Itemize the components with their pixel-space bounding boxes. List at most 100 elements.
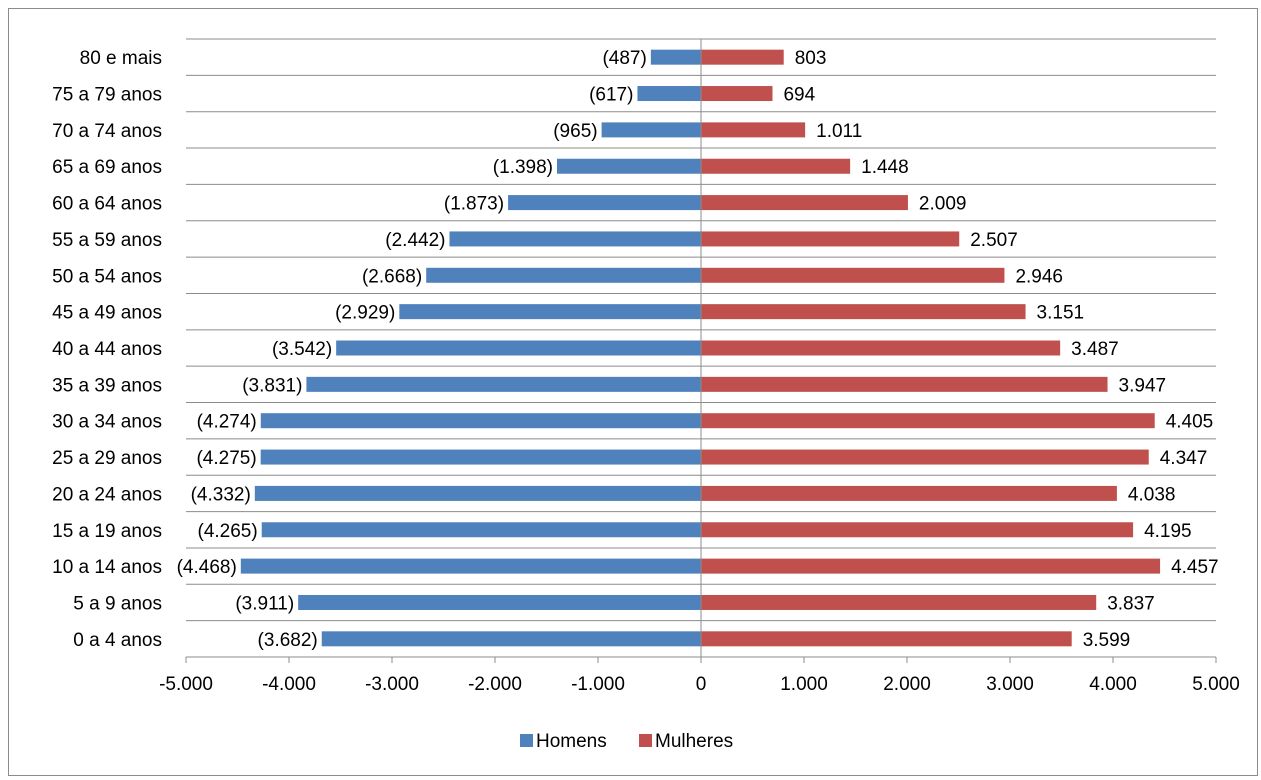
x-tick-label: -2.000 — [468, 674, 522, 695]
x-tick-label: 1.000 — [780, 674, 828, 695]
data-label-homens: (3.682) — [258, 630, 318, 651]
legend-swatch-homens — [520, 734, 533, 747]
category-label: 10 a 14 anos — [52, 557, 162, 578]
data-label-mulheres: 4.038 — [1128, 484, 1176, 505]
bar-homens — [336, 340, 701, 356]
bar-homens — [260, 449, 701, 465]
bar-homens — [601, 122, 701, 138]
bar-homens — [426, 267, 701, 283]
data-label-mulheres: 3.837 — [1107, 593, 1155, 614]
category-label: 35 a 39 anos — [52, 375, 162, 396]
data-label-mulheres: 4.347 — [1160, 448, 1208, 469]
bar-mulheres — [701, 522, 1134, 538]
category-label: 30 a 34 anos — [52, 412, 162, 433]
bar-mulheres — [701, 122, 806, 138]
bar-mulheres — [701, 195, 908, 211]
category-label: 45 a 49 anos — [52, 303, 162, 324]
category-label: 50 a 54 anos — [52, 266, 162, 287]
data-label-mulheres: 4.405 — [1166, 412, 1214, 433]
x-tick-label: 4.000 — [1089, 674, 1137, 695]
legend-swatch-mulheres — [639, 734, 652, 747]
data-label-mulheres: 4.457 — [1171, 557, 1219, 578]
category-label: 5 a 9 anos — [73, 593, 162, 614]
data-label-mulheres: 2.009 — [919, 194, 967, 215]
data-label-mulheres: 2.507 — [970, 230, 1018, 251]
data-label-homens: (4.265) — [198, 521, 258, 542]
category-label: 25 a 29 anos — [52, 448, 162, 469]
bar-homens — [254, 485, 701, 501]
data-label-homens: (4.332) — [191, 484, 251, 505]
data-label-homens: (965) — [553, 121, 597, 142]
x-tick-label: 5.000 — [1192, 674, 1240, 695]
data-label-homens: (3.542) — [272, 339, 332, 360]
bar-homens — [449, 231, 701, 247]
data-label-mulheres: 3.599 — [1083, 630, 1131, 651]
data-label-homens: (4.274) — [197, 412, 257, 433]
category-label: 15 a 19 anos — [52, 521, 162, 542]
chart-frame: -5.000 -4.000 -3.000 -2.000 -1.000 0 1.000 2.00… — [8, 8, 1258, 776]
bar-homens — [298, 594, 701, 610]
bar-homens — [557, 158, 701, 174]
bar-homens — [261, 522, 701, 538]
data-label-mulheres: 1.448 — [861, 157, 909, 178]
data-label-homens: (4.468) — [177, 557, 237, 578]
data-label-homens: (2.929) — [335, 303, 395, 324]
data-label-mulheres: 803 — [795, 48, 827, 69]
data-label-homens: (617) — [589, 85, 633, 106]
data-label-mulheres: 3.151 — [1037, 303, 1085, 324]
data-label-mulheres: 2.946 — [1015, 266, 1063, 287]
bar-mulheres — [701, 340, 1061, 356]
legend-item-mulheres: Mulheres — [655, 731, 733, 752]
data-label-homens: (2.442) — [385, 230, 445, 251]
data-label-mulheres: 3.487 — [1071, 339, 1119, 360]
category-label: 70 a 74 anos — [52, 121, 162, 142]
bar-homens — [399, 304, 701, 320]
x-tick-label: 3.000 — [986, 674, 1034, 695]
data-label-homens: (3.831) — [242, 375, 302, 396]
bar-homens — [637, 86, 701, 102]
category-label: 55 a 59 anos — [52, 230, 162, 251]
bar-mulheres — [701, 304, 1026, 320]
x-tick-label: -5.000 — [159, 674, 213, 695]
category-label: 60 a 64 anos — [52, 194, 162, 215]
bar-mulheres — [701, 631, 1072, 647]
bar-homens — [260, 413, 701, 429]
category-label: 40 a 44 anos — [52, 339, 162, 360]
population-pyramid-chart: -5.000 -4.000 -3.000 -2.000 -1.000 0 1.000 2.00… — [52, 38, 1240, 752]
bar-mulheres — [701, 231, 960, 247]
data-label-mulheres: 3.947 — [1119, 375, 1167, 396]
category-label: 80 e mais — [80, 48, 162, 69]
bar-mulheres — [701, 158, 851, 174]
x-tick-label: -1.000 — [571, 674, 625, 695]
data-label-homens: (1.398) — [493, 157, 553, 178]
bar-mulheres — [701, 594, 1097, 610]
data-label-homens: (2.668) — [362, 266, 422, 287]
bar-mulheres — [701, 49, 784, 65]
x-tick-label: -3.000 — [365, 674, 419, 695]
bar-homens — [306, 376, 701, 392]
bar-homens — [321, 631, 701, 647]
data-label-homens: (4.275) — [196, 448, 256, 469]
data-label-mulheres: 1.011 — [816, 121, 862, 142]
bar-mulheres — [701, 449, 1149, 465]
data-label-homens: (487) — [602, 48, 646, 69]
bar-mulheres — [701, 485, 1117, 501]
category-label: 0 a 4 anos — [73, 630, 162, 651]
data-label-homens: (3.911) — [235, 593, 294, 614]
bar-homens — [508, 195, 701, 211]
category-label: 65 a 69 anos — [52, 157, 162, 178]
x-tick-label: 2.000 — [883, 674, 931, 695]
bar-mulheres — [701, 86, 773, 102]
bar-mulheres — [701, 413, 1155, 429]
bar-mulheres — [701, 558, 1161, 574]
bar-homens — [650, 49, 701, 65]
x-tick-label: 0 — [696, 674, 707, 695]
bar-mulheres — [701, 376, 1108, 392]
category-label: 20 a 24 anos — [52, 484, 162, 505]
data-label-mulheres: 694 — [783, 85, 815, 106]
data-label-mulheres: 4.195 — [1144, 521, 1192, 542]
category-label: 75 a 79 anos — [52, 85, 162, 106]
legend-item-homens: Homens — [536, 731, 607, 752]
bar-homens — [240, 558, 701, 574]
x-tick-label: -4.000 — [262, 674, 316, 695]
